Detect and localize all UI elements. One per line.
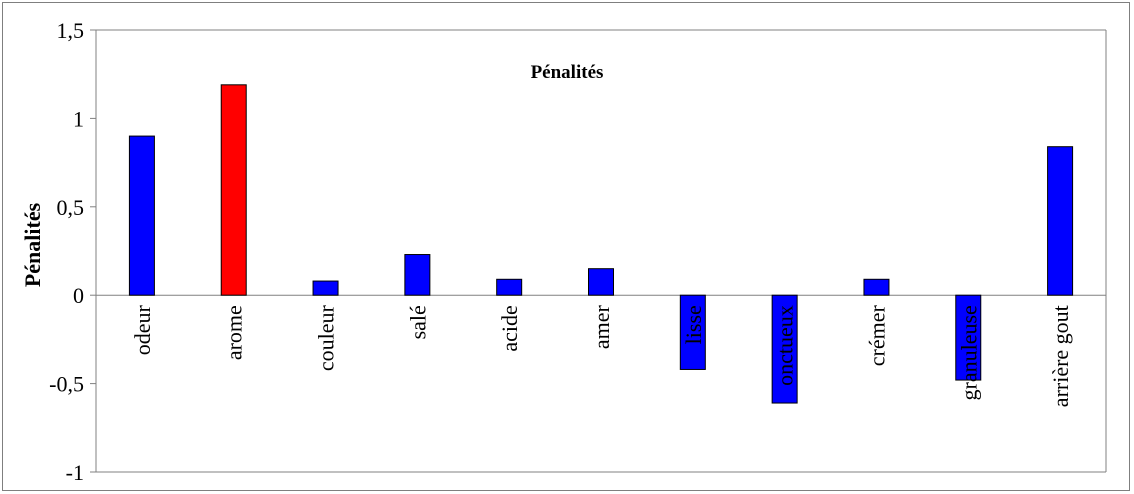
bar-7 (771, 294, 798, 404)
bar-3 (404, 254, 431, 296)
bar-9 (955, 294, 982, 381)
bars (128, 84, 1074, 404)
x-tick-label: acide (497, 305, 522, 351)
bar-0 (128, 135, 155, 296)
x-tick-label: amer (589, 305, 614, 350)
y-tick-label: 1 (73, 106, 84, 131)
axes-layer (95, 29, 1107, 473)
bar-8 (863, 278, 890, 296)
bar-6 (679, 294, 706, 370)
bar-4 (496, 278, 523, 296)
x-tick-label: lisse (681, 305, 706, 344)
x-tick-label: odeur (130, 305, 155, 356)
x-tick-label: arome (222, 305, 247, 360)
x-tick-labels: odeur arome couleur salé acide amer lisse onctu… (130, 305, 1073, 408)
y-tick-label: -1 (66, 460, 84, 485)
y-tick-label: 0,5 (57, 195, 85, 220)
x-tick-label: salé (405, 305, 430, 339)
bar-2 (312, 280, 339, 296)
bar-10 (1047, 146, 1074, 296)
y-axis-label: Pénalités (20, 202, 45, 287)
x-tick-label: arrière gout (1048, 305, 1073, 407)
x-tick-label: granuleuse (956, 305, 981, 400)
y-ticks: 1,5 1 0,5 0 -0,5 -1 (49, 18, 96, 485)
bar-1 (220, 84, 247, 296)
y-tick-label: 0 (73, 283, 84, 308)
y-tick-label: 1,5 (57, 18, 85, 43)
y-tick-label: -0,5 (49, 372, 84, 397)
x-tick-label: onctueux (773, 305, 798, 386)
x-tick-label: couleur (314, 305, 339, 372)
bar-5 (588, 268, 614, 296)
chart-title: Pénalités (531, 62, 604, 83)
x-tick-label: crémer (864, 305, 889, 367)
